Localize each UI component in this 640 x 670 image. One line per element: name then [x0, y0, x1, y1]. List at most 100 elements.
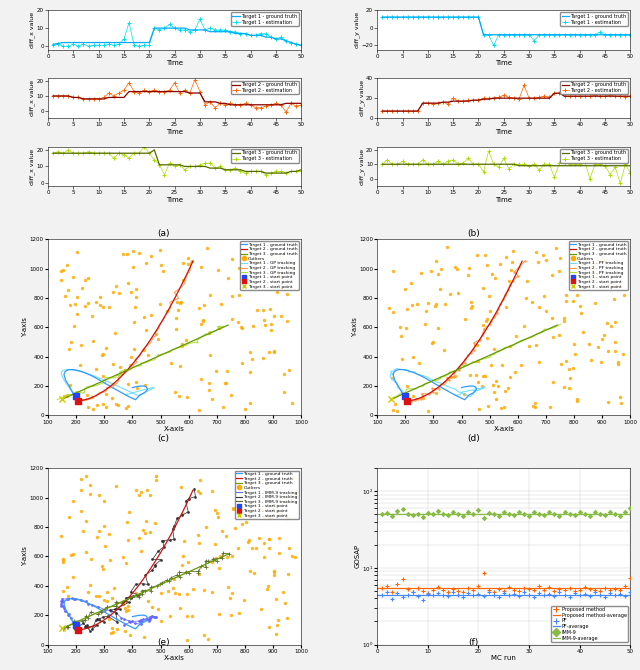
- Point: [584, 338, 594, 349]
- Point: [544, 507, 554, 518]
- X-axis label: Time: Time: [166, 60, 183, 66]
- Point: [196, 318, 207, 329]
- Point: [576, 308, 586, 318]
- Point: [193, 529, 204, 540]
- Y-axis label: Y-axis: Y-axis: [22, 547, 28, 566]
- Point: [541, 306, 552, 316]
- Point: [282, 316, 292, 326]
- Point: [602, 318, 612, 328]
- Point: [600, 582, 610, 593]
- Point: [510, 367, 520, 378]
- Point: [58, 557, 68, 567]
- Point: [442, 241, 452, 252]
- Point: [509, 584, 519, 595]
- Point: [428, 590, 438, 600]
- Point: [433, 269, 444, 279]
- Point: [269, 345, 279, 356]
- Point: [214, 563, 224, 574]
- Point: [141, 325, 151, 336]
- Point: [156, 260, 166, 271]
- Point: [131, 284, 141, 295]
- Point: [406, 278, 416, 289]
- Point: [91, 363, 101, 374]
- Point: [207, 486, 217, 496]
- Point: [86, 311, 97, 322]
- Point: [616, 398, 626, 409]
- Point: [186, 611, 196, 622]
- Point: [433, 588, 443, 598]
- Point: [524, 511, 534, 521]
- Legend: Target 1 - ground truth, Target 1 - estimation: Target 1 - ground truth, Target 1 - esti…: [560, 13, 628, 26]
- Point: [60, 290, 70, 301]
- Y-axis label: diff_y value: diff_y value: [355, 12, 360, 48]
- Point: [548, 332, 558, 343]
- Point: [453, 586, 463, 596]
- Point: [504, 275, 514, 286]
- Legend: Target 3 - ground truth, Target 3 - estimation: Target 3 - ground truth, Target 3 - esti…: [560, 149, 628, 163]
- Point: [534, 302, 545, 312]
- Point: [98, 302, 108, 312]
- Point: [221, 530, 232, 541]
- X-axis label: MC run: MC run: [492, 655, 516, 661]
- Point: [413, 509, 423, 519]
- Point: [586, 273, 596, 284]
- Point: [453, 287, 463, 298]
- Point: [134, 247, 144, 258]
- Point: [570, 586, 580, 596]
- Point: [397, 354, 408, 364]
- Point: [248, 321, 258, 332]
- Point: [126, 286, 136, 297]
- Point: [110, 328, 120, 338]
- Point: [559, 507, 570, 517]
- X-axis label: Time: Time: [166, 129, 183, 135]
- Point: [585, 511, 595, 521]
- Point: [63, 512, 74, 523]
- Point: [75, 360, 85, 371]
- Point: [600, 510, 610, 521]
- Point: [274, 533, 284, 543]
- Point: [138, 525, 148, 535]
- Point: [433, 506, 443, 517]
- Point: [183, 259, 193, 269]
- Point: [559, 382, 570, 393]
- Point: [438, 344, 449, 355]
- Point: [595, 586, 605, 596]
- Point: [570, 588, 580, 598]
- Point: [142, 485, 152, 496]
- Point: [504, 590, 514, 600]
- Point: [195, 374, 205, 385]
- Point: [417, 268, 427, 279]
- Point: [539, 584, 549, 595]
- Point: [377, 589, 387, 600]
- Point: [269, 310, 279, 321]
- Point: [387, 373, 397, 383]
- Point: [559, 585, 570, 596]
- Point: [77, 283, 88, 293]
- Point: [574, 300, 584, 311]
- Point: [554, 584, 564, 594]
- Point: [438, 585, 448, 596]
- Point: [227, 253, 237, 264]
- Point: [539, 510, 549, 521]
- Point: [524, 589, 534, 600]
- Point: [123, 604, 133, 615]
- Point: [493, 584, 504, 594]
- Point: [468, 584, 479, 595]
- Point: [118, 599, 128, 610]
- Point: [182, 391, 192, 402]
- Point: [612, 358, 623, 369]
- Point: [213, 265, 223, 275]
- Point: [262, 481, 273, 492]
- Point: [234, 290, 244, 301]
- Point: [487, 268, 497, 279]
- Point: [387, 511, 397, 522]
- Point: [605, 507, 615, 518]
- Point: [124, 507, 134, 517]
- Point: [57, 623, 67, 634]
- Point: [194, 538, 204, 549]
- Point: [100, 401, 111, 412]
- Point: [153, 334, 163, 344]
- Point: [113, 400, 124, 411]
- Point: [529, 401, 540, 412]
- Point: [397, 504, 408, 515]
